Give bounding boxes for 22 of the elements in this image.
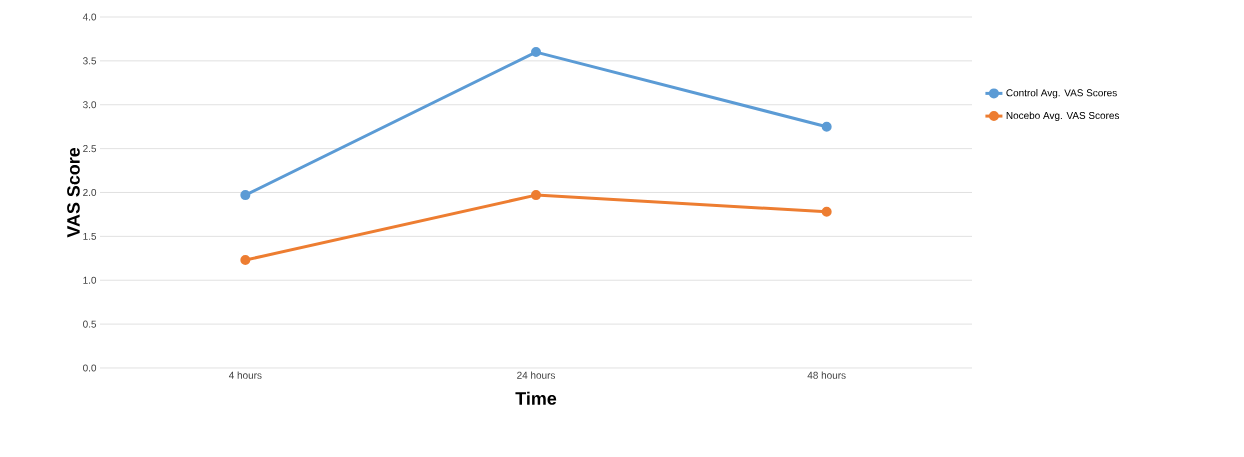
x-tick-label: 4 hours (228, 371, 262, 379)
y-tick-label: 1.0 (83, 276, 97, 284)
legend-label: Nocebo Avg. VAS Scores (1006, 111, 1120, 122)
y-tick-label: 2.0 (83, 188, 97, 197)
y-tick-label: 1.5 (83, 232, 97, 240)
point (821, 206, 832, 217)
x-axis-title: Time (515, 391, 557, 405)
x-tick-label: 24 hours (517, 371, 556, 379)
y-tick-label: 0.0 (83, 364, 97, 372)
y-tick-label: 2.5 (83, 145, 97, 153)
point (240, 190, 251, 201)
y-tick-label: 3.5 (83, 57, 97, 65)
x-tick-label: 48 hours (807, 371, 846, 379)
legend-label: Control Avg. VAS Scores (1006, 89, 1117, 99)
point (531, 47, 542, 58)
y-tick-label: 3.0 (83, 101, 97, 109)
point (821, 121, 832, 132)
y-tick-label: 4.0 (82, 13, 97, 21)
point (240, 255, 251, 266)
y-axis-title: VAS Score (67, 147, 80, 238)
point (531, 190, 542, 201)
y-tick-label: 0.5 (83, 320, 97, 328)
